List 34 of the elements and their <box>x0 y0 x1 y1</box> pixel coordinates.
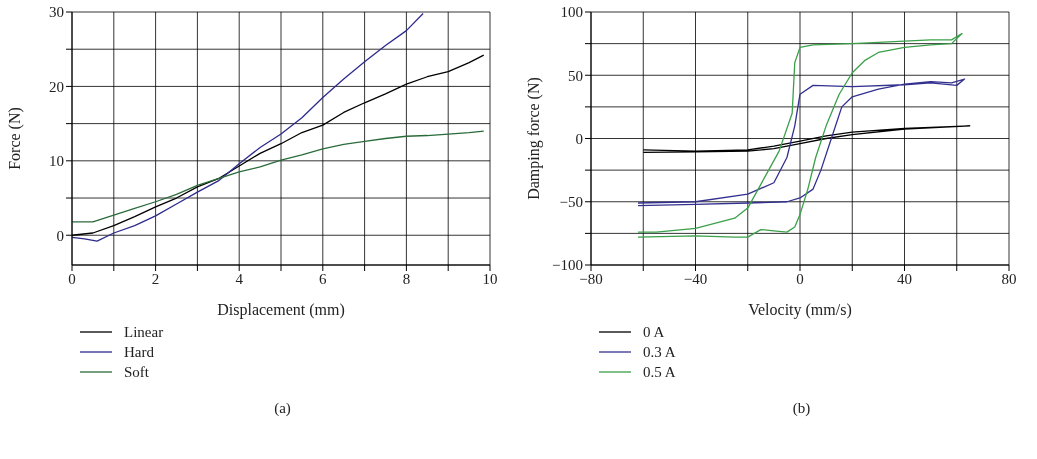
y-tick-label: 10 <box>49 153 64 170</box>
x-tick-label: 0 <box>68 270 76 287</box>
y-axis-title: Damping force (N) <box>524 77 543 200</box>
y-tick-label: 20 <box>49 78 64 95</box>
x-tick-label: 4 <box>235 270 244 287</box>
y-tick-label: 50 <box>568 67 583 84</box>
x-tick-label: 80 <box>1001 270 1017 287</box>
text: (b) <box>791 400 812 417</box>
legend-label: Soft <box>124 363 150 381</box>
x-axis-title: Displacement (mm) <box>217 301 345 319</box>
text: (a) <box>273 400 292 417</box>
line-series <box>637 78 966 207</box>
y-tick-label: 0 <box>575 130 583 147</box>
x-tick-label: 0 <box>796 270 804 287</box>
x-tick-label: −40 <box>683 270 708 287</box>
line-series <box>72 130 485 223</box>
legend-label: Hard <box>124 343 154 361</box>
legend-label: 0.5 A <box>643 363 676 381</box>
legend-label: 0 A <box>643 323 665 341</box>
x-tick-label: 10 <box>482 270 498 287</box>
x-tick-label: 6 <box>319 270 328 287</box>
y-axis-title: Force (N) <box>5 107 24 170</box>
y-tick-label: −50 <box>559 194 583 211</box>
x-tick-label: 8 <box>402 270 411 287</box>
x-axis-title: Velocity (mm/s) <box>748 301 852 319</box>
line-series <box>72 12 424 242</box>
x-tick-label: 2 <box>151 270 160 287</box>
y-tick-label: 100 <box>560 4 583 21</box>
line-series <box>637 32 963 238</box>
x-tick-label: 40 <box>897 270 912 287</box>
y-tick-label: 30 <box>49 4 64 21</box>
y-tick-label: 0 <box>56 227 64 244</box>
legend-label: 0.3 A <box>643 343 676 361</box>
legend-label: Linear <box>124 323 164 341</box>
